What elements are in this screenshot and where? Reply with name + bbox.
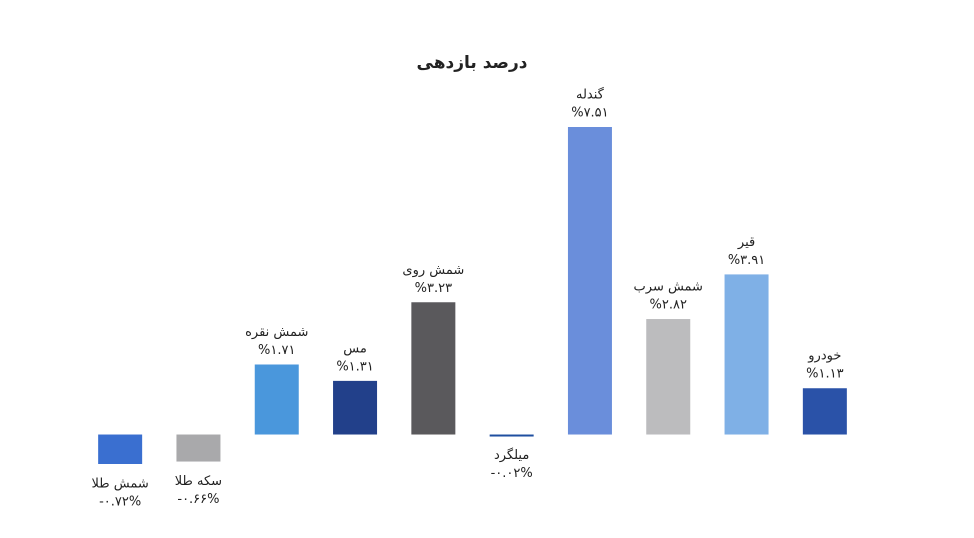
category-label: شمش طلا bbox=[92, 477, 149, 492]
bar bbox=[176, 434, 221, 462]
value-label: -۰.۶۶% bbox=[177, 492, 219, 507]
bar bbox=[567, 127, 612, 435]
value-label: %۳.۹۱ bbox=[728, 253, 765, 268]
category-label: مس bbox=[343, 341, 367, 356]
bar bbox=[724, 274, 769, 435]
value-label: %۱.۷۱ bbox=[258, 343, 295, 358]
bar bbox=[333, 380, 378, 435]
value-label: %۱.۱۳ bbox=[806, 367, 843, 382]
value-label: %۲.۸۲ bbox=[650, 298, 687, 313]
value-label: %۱.۳۱ bbox=[336, 359, 373, 374]
bar bbox=[98, 434, 143, 464]
bar bbox=[802, 388, 847, 435]
value-label: -۰.۰۲% bbox=[491, 466, 533, 481]
category-label: سکه طلا bbox=[175, 474, 222, 489]
category-label: شمش سرب bbox=[634, 280, 703, 295]
chart-title: درصد بازدهی bbox=[417, 53, 528, 73]
value-label: %۷.۵۱ bbox=[571, 106, 608, 121]
category-label: شمش روی bbox=[402, 263, 464, 278]
category-label: شمش نقره bbox=[245, 325, 308, 340]
value-label: %۳.۲۳ bbox=[415, 281, 452, 296]
bar bbox=[254, 364, 299, 435]
category-label: قیر bbox=[737, 235, 755, 250]
category-label: میلگرد bbox=[494, 447, 529, 463]
category-label: گندله bbox=[576, 87, 605, 103]
category-label: خودرو bbox=[807, 349, 841, 364]
bar bbox=[489, 434, 534, 437]
value-label: -۰.۷۲% bbox=[99, 495, 141, 510]
bar bbox=[411, 302, 456, 435]
bar bbox=[646, 319, 691, 435]
